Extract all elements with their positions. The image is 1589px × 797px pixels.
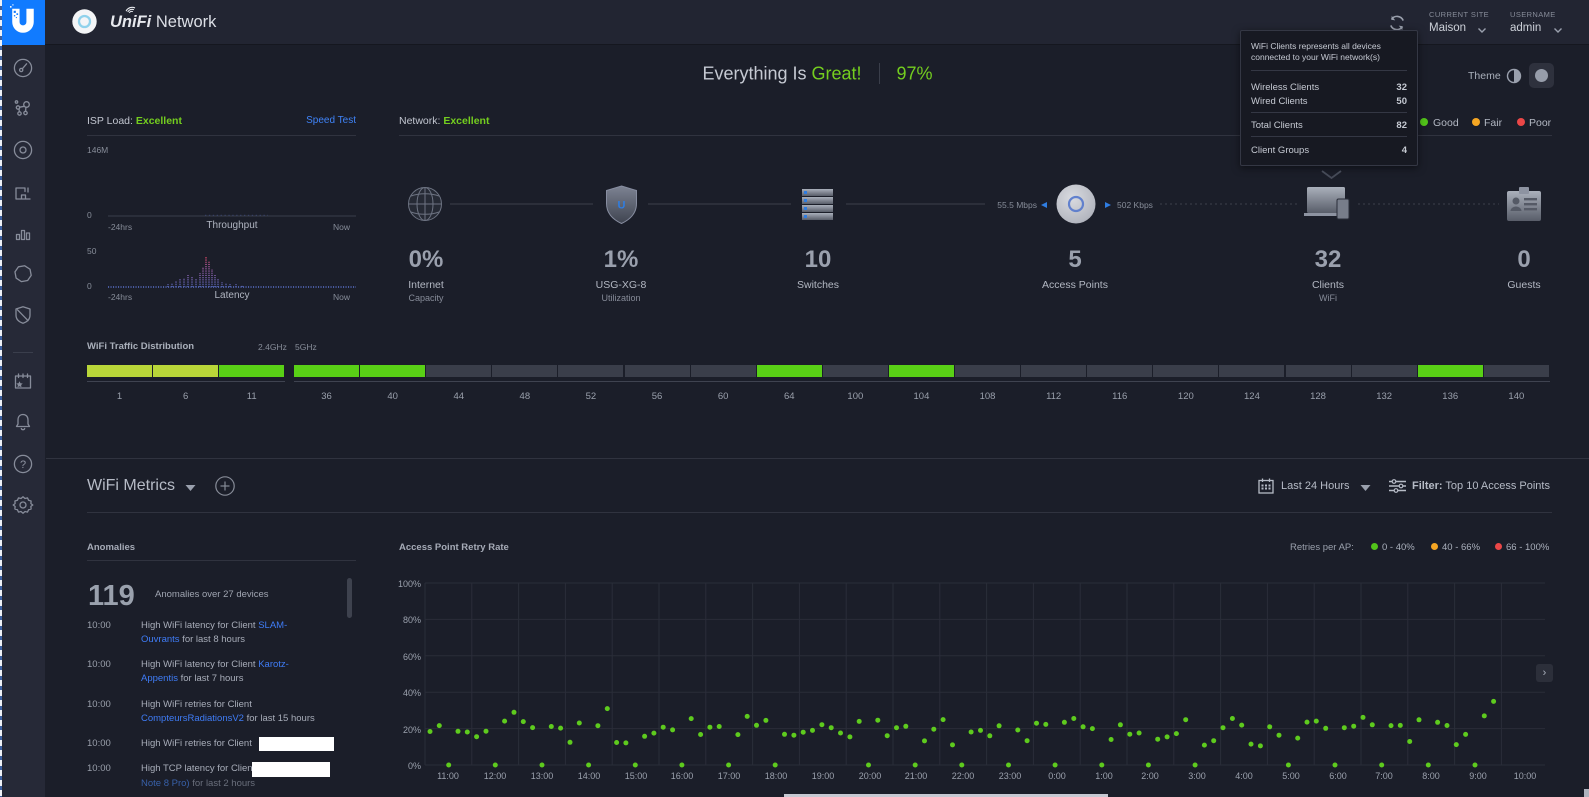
svg-text:U: U <box>618 200 626 212</box>
svg-text:?: ? <box>20 459 26 471</box>
